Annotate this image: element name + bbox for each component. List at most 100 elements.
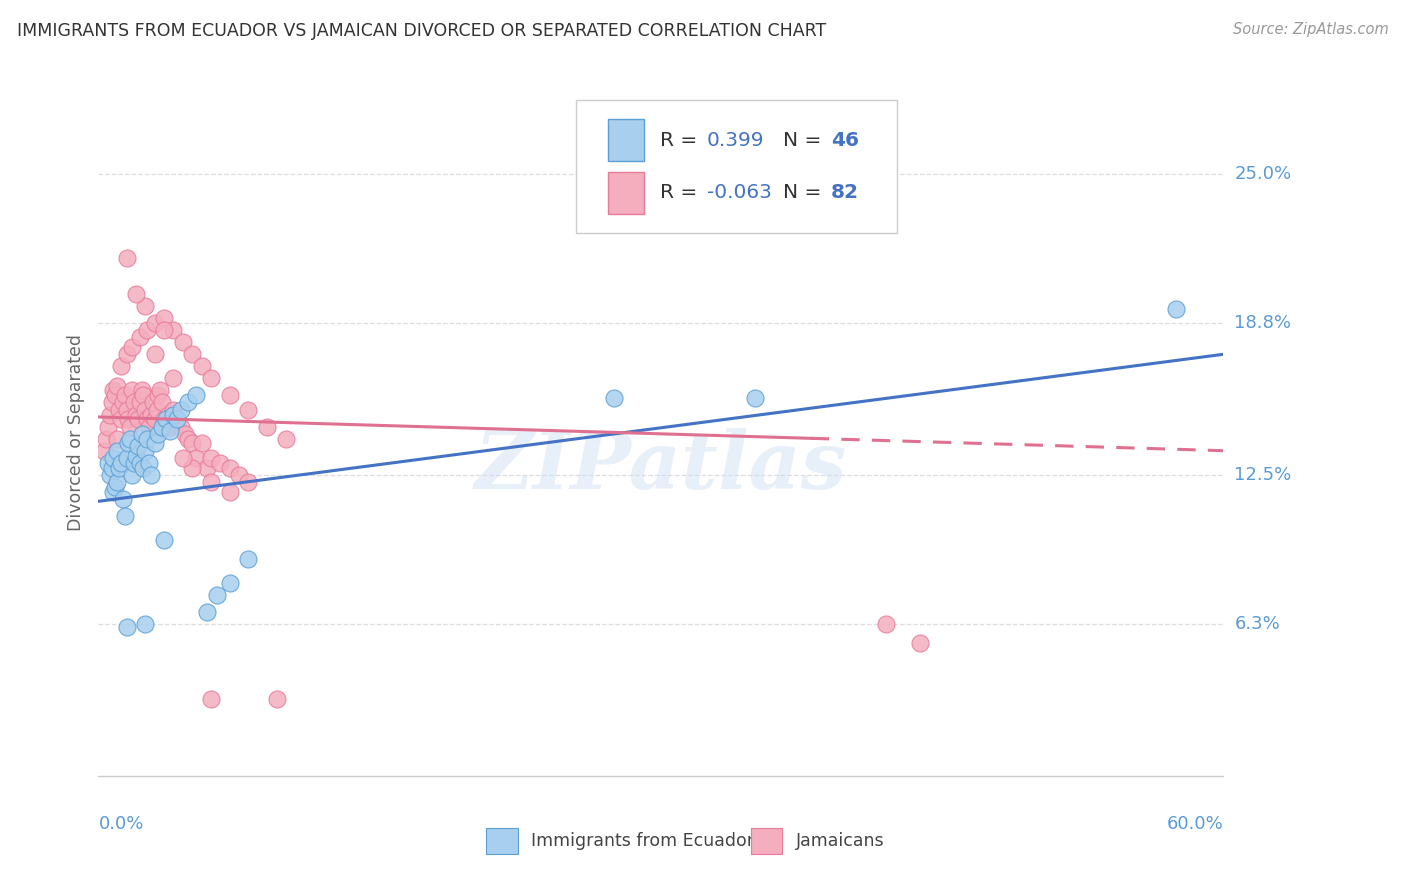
Text: Jamaicans: Jamaicans — [796, 832, 884, 850]
Point — [173, 426, 195, 441]
Text: N =: N = — [783, 130, 828, 150]
Point — [195, 605, 218, 619]
Point — [218, 460, 240, 475]
Point — [115, 402, 138, 417]
Point — [142, 395, 165, 409]
Point — [162, 371, 184, 385]
Text: N =: N = — [783, 184, 828, 202]
Point — [195, 460, 218, 475]
Point — [150, 419, 173, 434]
FancyBboxPatch shape — [576, 100, 897, 234]
Point — [110, 412, 132, 426]
Point — [143, 412, 166, 426]
Point — [136, 412, 159, 426]
Text: 82: 82 — [831, 184, 859, 202]
Point — [148, 426, 170, 441]
Point — [166, 412, 188, 426]
Point — [153, 412, 176, 426]
Point — [153, 311, 176, 326]
Point — [153, 323, 176, 337]
Point — [162, 408, 184, 422]
Point — [172, 335, 194, 350]
Point — [125, 408, 148, 422]
Point — [134, 299, 156, 313]
Point — [115, 347, 138, 361]
Point — [104, 480, 127, 494]
Point — [200, 450, 222, 465]
Point — [132, 460, 155, 475]
Point — [138, 419, 160, 434]
Point — [218, 388, 240, 402]
Text: 6.3%: 6.3% — [1234, 615, 1279, 633]
Point — [100, 395, 122, 409]
Point — [205, 588, 228, 602]
Y-axis label: Divorced or Separated: Divorced or Separated — [66, 334, 84, 531]
Point — [132, 388, 155, 402]
Text: 18.8%: 18.8% — [1234, 314, 1291, 332]
Point — [98, 408, 121, 422]
Point — [117, 412, 139, 426]
FancyBboxPatch shape — [751, 829, 782, 855]
Point — [136, 432, 159, 446]
Point — [149, 384, 172, 398]
Point — [138, 456, 160, 470]
Text: 25.0%: 25.0% — [1234, 164, 1292, 183]
Point — [209, 456, 232, 470]
Point — [111, 395, 134, 409]
Point — [115, 251, 138, 265]
Point — [228, 467, 250, 482]
Point — [128, 330, 150, 344]
Point — [184, 388, 207, 402]
Point — [93, 443, 115, 458]
Point — [111, 491, 134, 506]
Point — [160, 412, 183, 426]
Point — [139, 408, 162, 422]
Point — [159, 419, 181, 434]
Point — [100, 460, 122, 475]
Point — [121, 384, 143, 398]
Point — [266, 692, 288, 706]
Point — [136, 323, 159, 337]
Point — [177, 395, 200, 409]
Point — [184, 450, 207, 465]
Point — [744, 391, 766, 405]
Point — [105, 443, 128, 458]
Text: ZIPatlas: ZIPatlas — [475, 428, 846, 506]
Point — [155, 419, 177, 434]
Point — [218, 484, 240, 499]
Point — [131, 426, 153, 441]
Text: 0.0%: 0.0% — [98, 815, 143, 833]
Point — [166, 412, 188, 426]
FancyBboxPatch shape — [486, 829, 517, 855]
Point — [103, 384, 125, 398]
Point — [103, 484, 125, 499]
Point — [125, 449, 148, 463]
Point — [200, 692, 222, 706]
Point — [139, 467, 162, 482]
Point — [200, 371, 222, 385]
Point — [103, 450, 125, 465]
Point — [121, 467, 143, 482]
Point — [218, 576, 240, 591]
Point — [150, 395, 173, 409]
Point — [181, 436, 204, 450]
Point — [131, 384, 153, 398]
Point — [105, 378, 128, 392]
Point — [156, 408, 179, 422]
Point — [108, 460, 131, 475]
Point — [117, 436, 139, 450]
FancyBboxPatch shape — [607, 171, 644, 214]
Point — [238, 475, 260, 489]
Point — [170, 419, 193, 434]
Point — [122, 456, 145, 470]
Text: IMMIGRANTS FROM ECUADOR VS JAMAICAN DIVORCED OR SEPARATED CORRELATION CHART: IMMIGRANTS FROM ECUADOR VS JAMAICAN DIVO… — [17, 22, 827, 40]
Point — [115, 450, 138, 465]
Point — [155, 412, 177, 426]
Point — [110, 456, 132, 470]
Point — [181, 347, 204, 361]
Point — [125, 287, 148, 301]
Point — [114, 508, 136, 523]
Point — [238, 552, 260, 566]
Point — [97, 419, 120, 434]
FancyBboxPatch shape — [607, 119, 644, 161]
